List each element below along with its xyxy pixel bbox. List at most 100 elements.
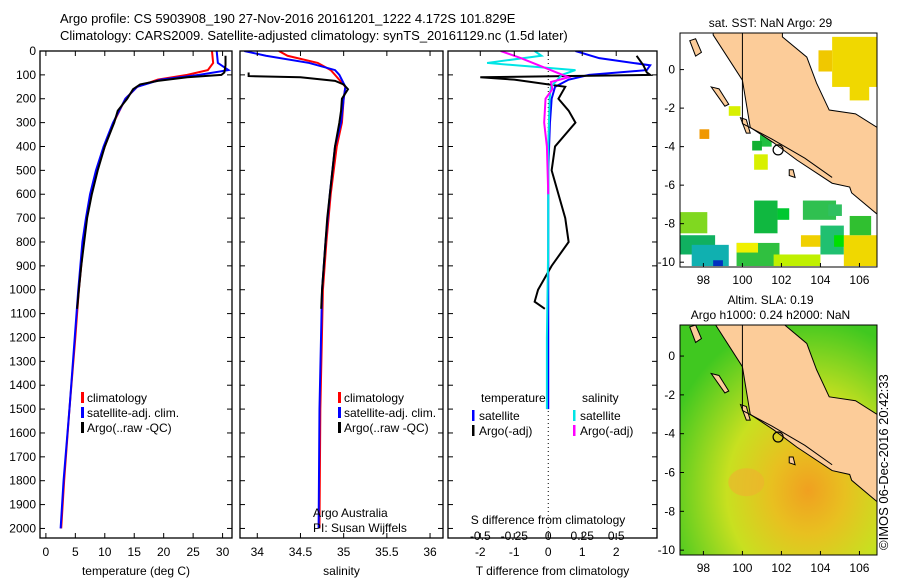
sst-cell	[800, 235, 821, 247]
panel-difference: -2 -1 0 1 2 T difference from climatology temp…	[447, 50, 658, 578]
argo-float-marker	[772, 144, 784, 156]
y-tick-label: 200	[16, 92, 36, 106]
sst-cell	[818, 50, 833, 72]
map-title: sat. SST: NaN Argo: 29	[709, 16, 833, 30]
x-tick-label: 30	[216, 545, 230, 559]
series-line-argo-raw-qc-	[247, 72, 350, 309]
x-tick-label: 2	[613, 545, 620, 559]
y-tick-label: 1400	[9, 378, 36, 392]
lon-tick-label: 106	[849, 273, 869, 287]
x-tick-label: 15	[128, 545, 142, 559]
x2-tick-label: 0.25	[571, 529, 595, 543]
map-frame	[679, 32, 878, 268]
lat-tick-label: -4	[664, 427, 675, 441]
x-tick-label: 0	[43, 545, 50, 559]
x2-tick-label: 0	[545, 529, 552, 543]
land-island	[689, 38, 703, 57]
legend-swatch	[472, 425, 475, 436]
lat-tick-label: -8	[664, 217, 675, 231]
sst-cell	[754, 200, 778, 234]
series-line-satellite-adj-clim-	[244, 51, 347, 529]
x-tick-label: 10	[98, 545, 112, 559]
series-line-s-argo-adj-	[500, 51, 572, 195]
series-line-climatology	[278, 51, 347, 529]
x2-tick-label: 0.5	[608, 529, 625, 543]
lon-tick-label: 98	[697, 273, 711, 287]
sst-cell	[759, 135, 772, 147]
figure-title-line2: Climatology: CARS2009. Satellite-adjuste…	[60, 28, 568, 43]
land-island	[689, 325, 703, 344]
x-tick-label: 34	[251, 545, 265, 559]
x-tick-label: 1	[579, 545, 586, 559]
legend-heading-salinity: salinity	[582, 391, 619, 405]
x-tick-label: 34.5	[289, 545, 313, 559]
lon-tick-label: 102	[771, 561, 791, 575]
sst-cell	[713, 260, 723, 267]
sst-cell	[843, 235, 877, 267]
lon-tick-label: 98	[697, 561, 711, 575]
y-tick-label: 1200	[9, 330, 36, 344]
legend-label: satellite	[580, 409, 621, 423]
legend-heading-temperature: temperature	[481, 391, 546, 405]
sst-cell	[834, 235, 844, 247]
sst-cell	[691, 244, 729, 267]
y-tick-label: 400	[16, 139, 36, 153]
y-tick-label: 100	[16, 68, 36, 82]
y-tick-label: 300	[16, 116, 36, 130]
lat-tick-label: -4	[664, 140, 675, 154]
lat-tick-label: -2	[664, 388, 675, 402]
series-line-climatology	[60, 51, 215, 529]
bathymetry-contour	[741, 33, 833, 178]
annotation-line2: PI: Susan Wijffels	[313, 521, 407, 535]
legend-swatch	[338, 422, 341, 433]
annotation-line1: Argo Australia	[313, 506, 388, 520]
land-island	[788, 169, 796, 179]
sst-cell	[828, 204, 842, 216]
plot-frame	[447, 50, 658, 539]
series-line-s-satellite	[486, 51, 576, 410]
sst-cell	[754, 154, 768, 170]
y-tick-label: 2000	[9, 521, 36, 535]
series-group	[480, 51, 654, 538]
x2-tick-label: -0.25	[501, 529, 529, 543]
x-axis-label: T difference from climatology	[476, 564, 630, 578]
sst-cell	[736, 242, 759, 253]
x-tick-label: -1	[509, 545, 520, 559]
x-axis-label: temperature (deg C)	[82, 564, 190, 578]
x-tick-label: 25	[186, 545, 200, 559]
legend-label: satellite-adj. clim.	[87, 406, 179, 420]
y-tick-label: 900	[16, 259, 36, 273]
plot-frame	[239, 50, 444, 539]
lon-tick-label: 104	[810, 273, 830, 287]
lat-tick-label: 0	[668, 349, 675, 363]
land-sumatra	[715, 325, 877, 503]
x2-tick-label: -0.5	[470, 529, 491, 543]
y-tick-label: 500	[16, 163, 36, 177]
lon-tick-label: 106	[849, 561, 869, 575]
map-layer	[680, 325, 877, 555]
bathymetry-contour	[741, 325, 833, 466]
x-tick-label: 20	[157, 545, 171, 559]
imos-credit: ©IMOS 06-Dec-2016 20:42:33	[876, 374, 891, 550]
map-sat-sst-map: 98 100 102 104 106 0 -2 -4 -6 -8 -10 sat. SST: NaN …	[658, 16, 878, 287]
lat-tick-label: -10	[658, 255, 676, 269]
y-tick-label: 1800	[9, 474, 36, 488]
land-island	[710, 86, 730, 107]
legend-swatch	[573, 410, 576, 421]
land-island	[788, 456, 796, 466]
legend-label: climatology	[87, 391, 147, 405]
panel-temperature: 0 5 10 15 20 25 30 temperature (deg C) 0 100 200 30…	[9, 44, 233, 578]
x-axis-label: salinity	[323, 564, 360, 578]
legend-label: climatology	[344, 391, 404, 405]
sst-cell	[752, 140, 762, 151]
map-title: Altim. SLA: 0.19	[727, 293, 813, 307]
sst-cell	[802, 200, 837, 220]
lat-tick-label: -6	[664, 178, 675, 192]
legend-label: satellite-adj. clim.	[344, 406, 436, 420]
plot-frame	[39, 50, 233, 539]
legend-swatch	[81, 392, 84, 403]
map-title: Argo h1000: 0.24 h2000: NaN	[691, 308, 850, 322]
y-tick-label: 1000	[9, 283, 36, 297]
legend-swatch	[573, 425, 576, 436]
y-tick-label: 1500	[9, 402, 36, 416]
